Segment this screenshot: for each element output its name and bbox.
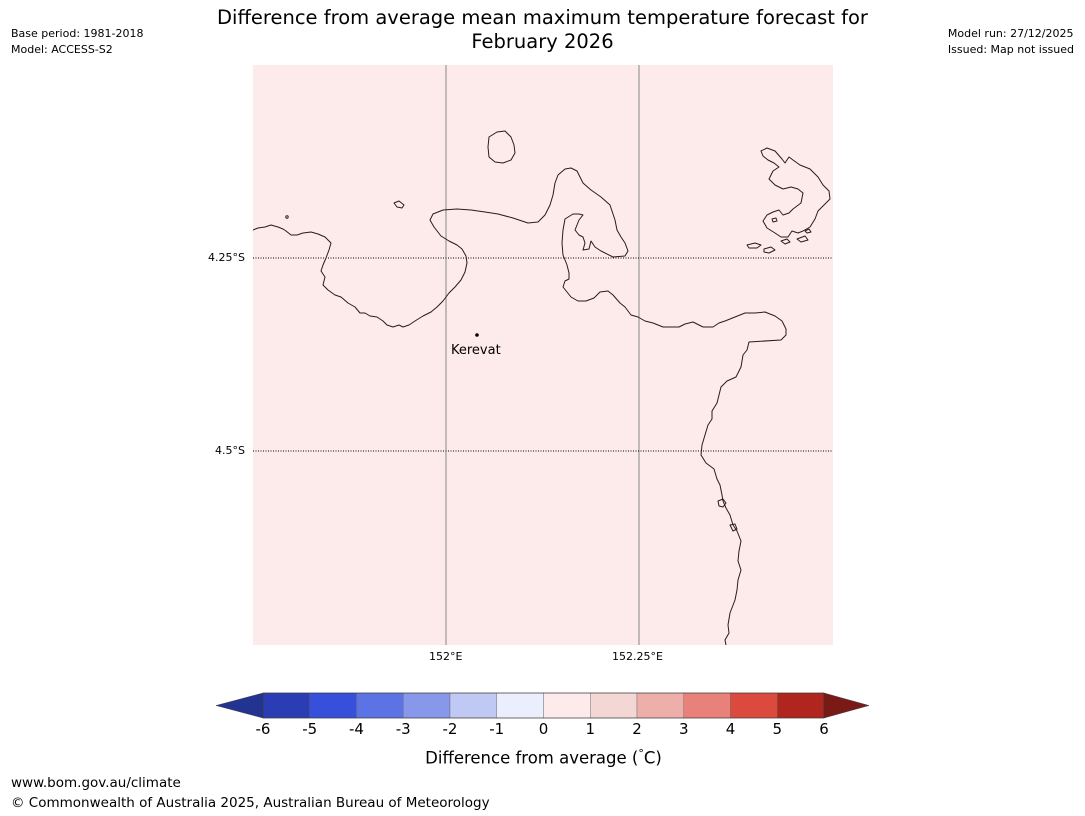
title-line-1: Difference from average mean maximum tem…: [217, 6, 868, 29]
model-run-text: Model run: 27/12/2025: [947, 27, 1074, 40]
colorbar-tick-label: -6: [255, 720, 271, 738]
colorbar-cell: [262, 692, 310, 719]
colorbar-tick-label: -5: [302, 720, 318, 738]
colorbar-label-degree: °: [638, 747, 644, 760]
colorbar-tick-label: 0: [538, 720, 549, 738]
colorbar-tick-label: -1: [489, 720, 505, 738]
colorbar-cell: [683, 692, 731, 719]
colorbar-tick-label: 5: [772, 720, 783, 738]
islet-ne-5: [804, 228, 812, 234]
colorbar-cell: [356, 692, 404, 719]
kerevat-marker: [475, 333, 479, 337]
lat-label-4-5: 4.5°S: [215, 444, 245, 457]
colorbar-extend-low: [215, 692, 264, 719]
colorbar-tick-label: 2: [632, 720, 642, 738]
island-north: [487, 130, 516, 164]
colorbar-label-unit: C): [643, 748, 662, 768]
colorbar-cell: [309, 692, 357, 719]
islet-dot: [285, 215, 289, 219]
map-area: Kerevat: [253, 65, 833, 645]
footer-copyright: © Commonwealth of Australia 2025, Austra…: [11, 795, 490, 811]
issued-text: Issued: Map not issued: [947, 43, 1074, 56]
islet-ne-2: [763, 246, 776, 254]
lon-label-152: 152°E: [429, 650, 463, 663]
lon-label-152-25: 152.25°E: [612, 650, 663, 663]
map-title: Difference from average mean maximum tem…: [160, 6, 925, 54]
islet-ne-1: [746, 242, 762, 249]
meta-right: Model run: 27/12/2025 Issued: Map not is…: [948, 26, 1074, 58]
colorbar-extend-high: [823, 692, 870, 719]
islet-east-1: [717, 498, 727, 508]
meta-left: Base period: 1981-2018 Model: ACCESS-S2: [11, 26, 143, 58]
colorbar-label-text: Difference from average (: [425, 748, 639, 768]
islet-small: [393, 200, 405, 209]
colorbar-cell: [777, 692, 825, 719]
model-text: Model: ACCESS-S2: [11, 43, 113, 56]
lat-label-4-25: 4.25°S: [208, 251, 245, 264]
colorbar-cell: [449, 692, 497, 719]
islet-ne-6: [771, 217, 778, 223]
coastline-main: [253, 167, 787, 645]
colorbar-tick-label: 6: [819, 720, 829, 738]
map-svg: [253, 65, 833, 645]
footer-url[interactable]: www.bom.gov.au/climate: [11, 775, 181, 791]
title-line-2: February 2026: [471, 30, 614, 53]
islet-east-2: [729, 523, 738, 532]
colorbar-tick-label: 4: [725, 720, 736, 738]
colorbar-tick-label: -2: [442, 720, 458, 738]
colorbar-outline: [262, 692, 825, 719]
colorbar-tick-label: -3: [395, 720, 411, 738]
islet-ne-4: [796, 235, 809, 243]
colorbar-tick-label: 1: [585, 720, 596, 738]
colorbar-tick-label: 3: [678, 720, 689, 738]
islet-ne-3: [780, 238, 791, 245]
kerevat-label: Kerevat: [451, 343, 501, 358]
colorbar-cell: [543, 692, 591, 719]
colorbar-cell: [730, 692, 778, 719]
island-northeast: [760, 147, 831, 238]
colorbar-cell: [496, 692, 544, 719]
base-period-text: Base period: 1981-2018: [11, 27, 144, 40]
colorbar-tick-label: -4: [349, 720, 364, 738]
colorbar-cell: [636, 692, 684, 719]
colorbar-cell: [590, 692, 638, 719]
colorbar-label: Difference from average (°C): [263, 747, 824, 768]
colorbar-cell: [403, 692, 451, 719]
